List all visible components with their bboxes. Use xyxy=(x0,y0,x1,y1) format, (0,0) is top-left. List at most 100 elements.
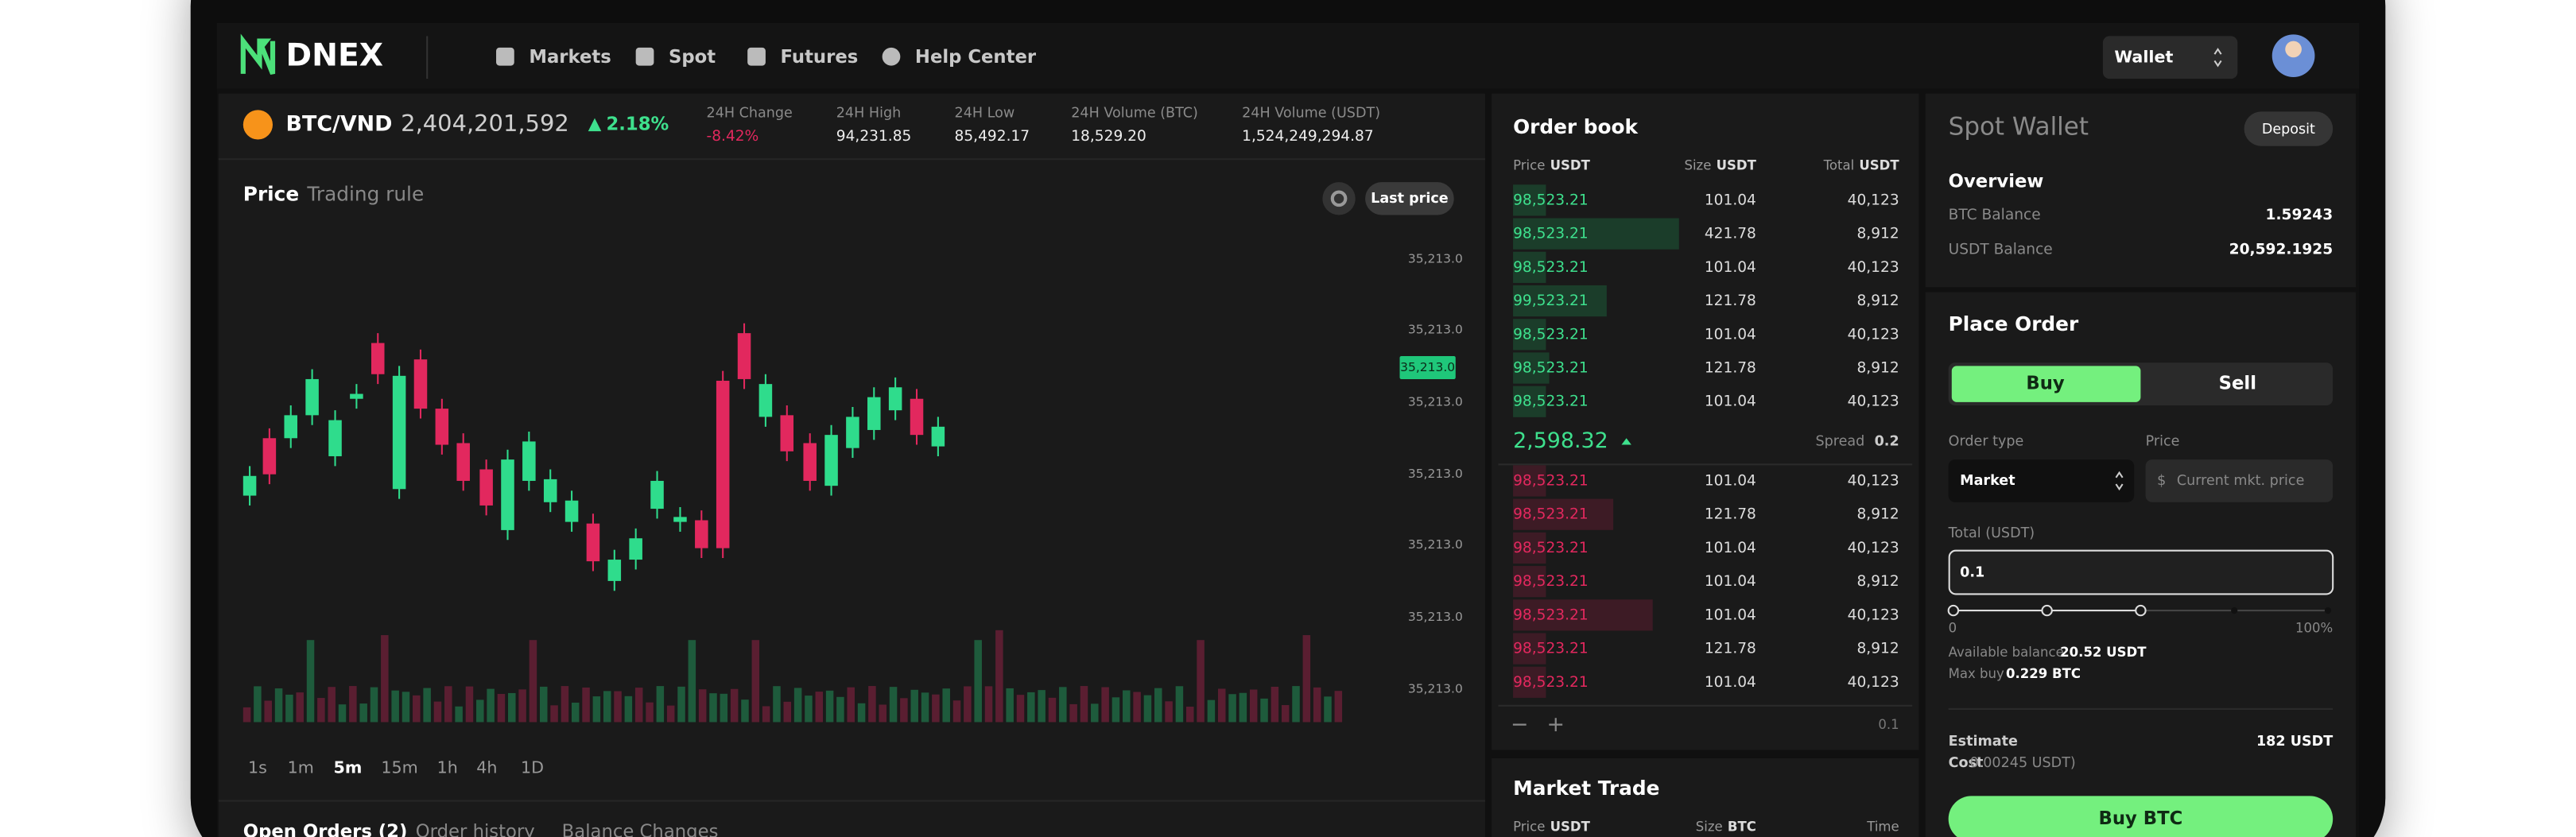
volume-bar xyxy=(1091,703,1099,723)
wallet-select[interactable] xyxy=(2102,36,2238,79)
slider-stop[interactable] xyxy=(1947,604,1960,617)
candle-body xyxy=(931,426,945,447)
slider-stop[interactable] xyxy=(2041,604,2053,617)
volume-bar xyxy=(508,692,516,723)
interval[interactable]: 5m xyxy=(333,758,362,777)
interval[interactable]: 1D xyxy=(521,758,544,777)
order-type-select[interactable] xyxy=(1948,459,2135,502)
sell-label[interactable]: Sell xyxy=(2219,374,2256,394)
volume-bar xyxy=(1048,697,1057,723)
candle-body xyxy=(824,435,838,486)
interval[interactable]: 15m xyxy=(381,758,417,777)
column-header: Size USDT xyxy=(1684,157,1756,172)
price-input[interactable] xyxy=(2145,459,2334,502)
button-label: Last price xyxy=(1371,191,1449,207)
row-price: 98,523.21 xyxy=(1513,573,1589,590)
depth-bar xyxy=(1513,566,1546,598)
volume-bar xyxy=(254,686,262,723)
row-price: 98,523.21 xyxy=(1513,472,1589,489)
volume-bar xyxy=(529,640,537,723)
candle-body xyxy=(607,560,622,581)
row-total: 40,123 xyxy=(1848,259,1899,276)
interval[interactable]: 1h xyxy=(437,758,458,777)
nav-icon xyxy=(882,47,901,66)
axis-label: 35,213.0 xyxy=(1408,252,1463,266)
nav-item[interactable]: Help Center xyxy=(915,47,1037,68)
volume-bar xyxy=(317,698,325,723)
axis-label: 35,213.0 xyxy=(1408,467,1463,481)
volume-bar xyxy=(487,688,495,723)
info-label: Estimate xyxy=(1949,734,2018,750)
candle-body xyxy=(737,333,751,379)
buy-tab[interactable] xyxy=(1951,366,2141,402)
volume-bar xyxy=(857,703,866,723)
row-price: 98,523.21 xyxy=(1513,641,1589,657)
stat-label: 24H Low xyxy=(955,105,1015,121)
interval[interactable]: 1s xyxy=(248,758,267,777)
header-label: Price xyxy=(1513,157,1545,172)
panel-title: Market Trade xyxy=(1513,777,1659,800)
balance-value: 1.59243 xyxy=(2266,207,2334,223)
row-total: 40,123 xyxy=(1848,674,1899,691)
header-label: Size xyxy=(1684,157,1711,172)
slider-stop[interactable] xyxy=(2324,606,2332,614)
volume-bar xyxy=(1175,686,1184,723)
volume-bar xyxy=(1069,703,1077,723)
deposit-button[interactable] xyxy=(2244,111,2334,146)
row-total: 40,123 xyxy=(1848,326,1899,343)
balance-label: BTC Balance xyxy=(1949,207,2041,223)
volume-bar xyxy=(995,630,1003,723)
volume-bar xyxy=(910,689,918,723)
header-label: Size xyxy=(1696,819,1723,834)
submit-button[interactable] xyxy=(1948,796,2334,837)
nav-item[interactable]: Futures xyxy=(781,47,859,68)
volume-bar xyxy=(1249,689,1258,723)
volume-bar xyxy=(391,690,399,723)
volume-bar xyxy=(624,696,633,723)
zoom-out[interactable]: − xyxy=(1511,712,1529,737)
volume-bar xyxy=(1207,699,1216,723)
tab[interactable]: Price xyxy=(243,183,299,206)
stat-label: 24H Volume (BTC) xyxy=(1071,105,1198,121)
volume-bar xyxy=(1334,691,1343,723)
logo-icon xyxy=(240,33,276,76)
nav-item[interactable]: Markets xyxy=(529,47,611,68)
volume-bar xyxy=(1185,707,1194,723)
volume-bar xyxy=(561,686,569,723)
tab[interactable]: Trading rule xyxy=(306,183,424,206)
volume-bar xyxy=(1197,640,1205,723)
volume-bar xyxy=(1302,635,1311,723)
volume-bar xyxy=(455,706,463,723)
total-input[interactable] xyxy=(1948,549,2334,595)
slider-label: 0 xyxy=(1949,620,1957,635)
row-total: 8,912 xyxy=(1856,293,1899,309)
volume-bar xyxy=(720,693,728,723)
logo-text: DNEX xyxy=(286,38,384,74)
candle-body xyxy=(716,381,730,548)
settings-button[interactable] xyxy=(1322,182,1356,215)
interval[interactable]: 4h xyxy=(476,758,497,777)
candle-body xyxy=(350,393,363,399)
row-size: 121.78 xyxy=(1705,360,1756,377)
bottom-tab[interactable]: Order history xyxy=(416,821,535,837)
depth-bar xyxy=(1513,218,1679,250)
row-size: 101.04 xyxy=(1705,606,1756,623)
axis-label: 35,213.0 xyxy=(1408,682,1463,696)
stat-value: 85,492.17 xyxy=(955,128,1030,145)
bottom-tab[interactable]: Balance Changes xyxy=(562,821,719,837)
interval[interactable]: 1m xyxy=(288,758,314,777)
last-price-button[interactable] xyxy=(1365,182,1454,215)
volume-bar xyxy=(433,701,442,723)
slider-stop[interactable] xyxy=(2231,606,2238,614)
candle-body xyxy=(910,398,924,436)
nav-item[interactable]: Spot xyxy=(669,47,716,68)
row-size: 101.04 xyxy=(1705,472,1756,489)
volume-bar xyxy=(1059,687,1067,723)
zoom-in[interactable]: + xyxy=(1547,712,1565,737)
volume-bar xyxy=(656,686,665,723)
bottom-tab[interactable]: Open Orders (2) xyxy=(243,821,408,837)
volume-bar xyxy=(921,692,929,723)
select-value: Market xyxy=(1960,473,2015,489)
slider-stop[interactable] xyxy=(2135,604,2147,617)
volume-bar xyxy=(381,635,389,723)
